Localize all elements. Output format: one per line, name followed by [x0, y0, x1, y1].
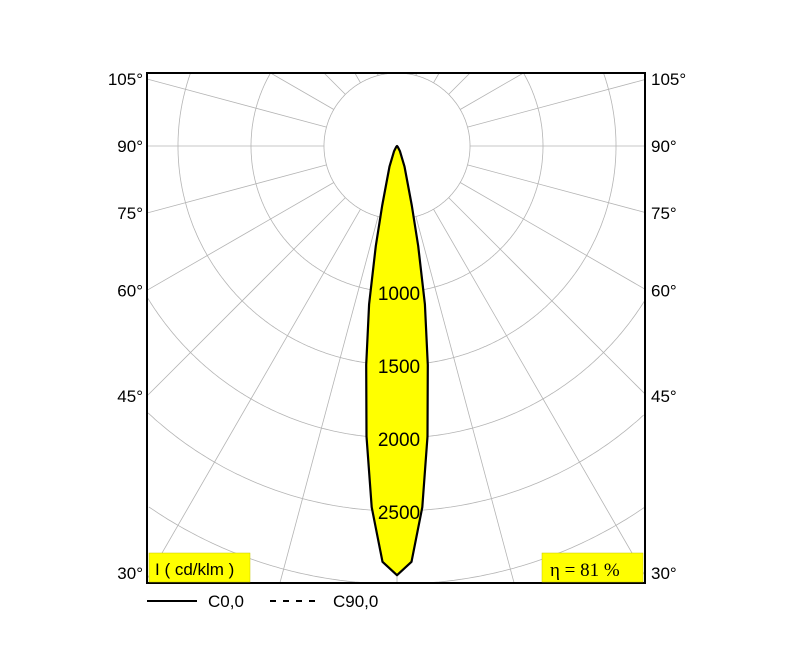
- radial-tick-label: 2000: [378, 430, 420, 451]
- plot-frame: [146, 72, 646, 584]
- angle-label-left: 75°: [117, 204, 143, 223]
- unit-label: I ( cd/klm ): [155, 560, 234, 579]
- grid-ray: [279, 216, 379, 583]
- grid-ray: [460, 73, 524, 110]
- grid-ring: [148, 506, 645, 583]
- intensity-curves: [365, 144, 429, 577]
- grid-ray: [467, 79, 645, 128]
- curve-c00: [365, 144, 429, 577]
- legend: C0,0 C90,0: [147, 592, 378, 611]
- efficiency-label: η = 81 %: [550, 560, 620, 581]
- grid-ray: [433, 73, 440, 83]
- angle-label-right: 105°: [651, 70, 686, 89]
- radial-tick-label: 1500: [378, 357, 420, 378]
- grid-ray: [147, 209, 361, 580]
- legend-label-c90: C90,0: [333, 592, 378, 611]
- grid-ray: [147, 197, 346, 397]
- grid-ray: [448, 197, 645, 395]
- radial-tick-label: 2500: [378, 503, 420, 524]
- radial-tick-label: 1000: [378, 284, 420, 305]
- angle-labels: 105° 105° 90° 90° 75° 75° 60° 60° 45° 45° 30° 30°: [108, 70, 686, 583]
- grid-ray: [433, 209, 645, 576]
- grid-ray: [448, 73, 471, 95]
- angle-label-left: 105°: [108, 70, 143, 89]
- angle-label-right: 30°: [651, 564, 677, 583]
- grid-ray: [147, 182, 334, 291]
- grid-ray: [147, 164, 327, 214]
- angle-label-left: 60°: [117, 281, 143, 300]
- radial-tick-labels: 1000 1500 2000 2500: [378, 284, 420, 524]
- grid-ray: [270, 73, 334, 110]
- angle-label-left: 30°: [117, 564, 143, 583]
- angle-label-right: 90°: [651, 137, 677, 156]
- angle-label-right: 75°: [651, 204, 677, 223]
- grid-ring: [177, 73, 617, 366]
- grid-ray: [415, 216, 515, 583]
- legend-label-c0: C0,0: [208, 592, 244, 611]
- efficiency-label-box: [541, 552, 644, 583]
- angle-label-right: 45°: [651, 387, 677, 406]
- polar-grid: [147, 73, 645, 583]
- grid-ray: [323, 73, 346, 95]
- grid-ray: [354, 73, 361, 83]
- grid-ray: [460, 182, 645, 290]
- grid-ray: [467, 164, 645, 213]
- angle-label-left: 90°: [117, 137, 143, 156]
- grid-ray: [147, 78, 327, 128]
- unit-label-box: [148, 552, 251, 583]
- angle-label-left: 45°: [117, 387, 143, 406]
- angle-label-right: 60°: [651, 281, 677, 300]
